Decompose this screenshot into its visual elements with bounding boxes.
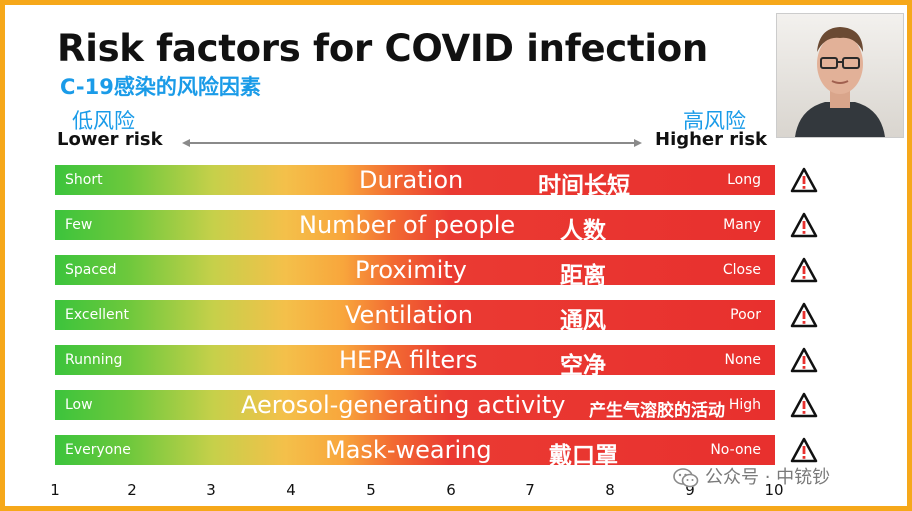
axis-tick: 3 <box>206 481 216 499</box>
axis-tick: 9 <box>685 481 695 499</box>
watermark: 公众号 · 中铳钞 <box>673 463 830 489</box>
risk-row-mask-wearing: Everyone Mask-wearing 戴口罩 No-one <box>55 435 775 469</box>
risk-row-aerosol-activity: Low Aerosol-generating activity 产生气溶胶的活动… <box>55 390 775 421</box>
warning-triangle-icon <box>790 437 818 463</box>
wechat-icon <box>673 468 699 488</box>
row-factor-label: Number of people <box>299 211 516 239</box>
slide-title: Risk factors for COVID infection <box>57 27 708 70</box>
row-high-label: High <box>728 397 761 413</box>
row-factor-cn-label: 时间长短 <box>538 173 630 199</box>
row-low-label: Excellent <box>65 307 129 323</box>
row-high-label: Long <box>727 172 761 188</box>
row-factor-cn-label: 通风 <box>560 308 606 334</box>
warning-triangle-icon <box>790 302 818 328</box>
risk-row-ventilation: Excellent Ventilation 通风 Poor <box>55 300 775 334</box>
row-high-label: Close <box>722 262 761 278</box>
axis-tick: 4 <box>286 481 296 499</box>
axis-tick: 10 <box>764 481 784 499</box>
row-factor-cn-label: 产生气溶胶的活动 <box>589 401 725 421</box>
warning-triangle-icon <box>790 212 818 238</box>
axis-tick: 7 <box>525 481 535 499</box>
risk-scale-arrow <box>182 139 642 147</box>
lower-risk-label: Lower risk <box>57 129 163 150</box>
row-high-label: None <box>724 352 761 368</box>
risk-row-hepa-filters: Running HEPA filters 空净 None <box>55 345 775 379</box>
risk-row-proximity: Spaced Proximity 距离 Close <box>55 255 775 289</box>
axis-tick: 1 <box>50 481 60 499</box>
axis-tick: 5 <box>366 481 376 499</box>
slide-subtitle-cn: C-19感染的风险因素 <box>60 75 261 99</box>
row-factor-cn-label: 距离 <box>560 263 606 289</box>
higher-risk-label: Higher risk <box>655 129 768 150</box>
warning-triangle-icon <box>790 257 818 283</box>
presenter-video <box>776 13 904 138</box>
row-factor-label: Proximity <box>355 256 467 284</box>
axis-tick: 8 <box>605 481 615 499</box>
row-high-label: No-one <box>710 442 761 458</box>
warning-triangle-icon <box>790 392 818 418</box>
row-factor-cn-label: 人数 <box>560 218 606 244</box>
row-factor-label: HEPA filters <box>339 346 478 374</box>
row-factor-label: Mask-wearing <box>325 436 492 464</box>
row-factor-cn-label: 戴口罩 <box>549 443 618 469</box>
row-low-label: Low <box>65 397 93 413</box>
row-low-label: Few <box>65 217 93 233</box>
row-low-label: Everyone <box>65 442 131 458</box>
slide: Risk factors for COVID infection C-19感染的… <box>5 5 907 506</box>
row-high-label: Many <box>723 217 761 233</box>
higher-risk-cn-label: 高风险 <box>683 109 746 133</box>
row-low-label: Running <box>65 352 123 368</box>
risk-row-duration: Short Duration 时间长短 Long <box>55 165 775 199</box>
row-factor-label: Aerosol-generating activity <box>241 391 566 419</box>
risk-row-number-of-people: Few Number of people 人数 Many <box>55 210 775 244</box>
row-low-label: Short <box>65 172 103 188</box>
row-factor-label: Ventilation <box>345 301 473 329</box>
watermark-text: 公众号 · 中铳钞 <box>705 467 831 488</box>
axis-tick: 6 <box>446 481 456 499</box>
row-low-label: Spaced <box>65 262 117 278</box>
warning-triangle-icon <box>790 167 818 193</box>
row-factor-label: Duration <box>359 166 464 194</box>
row-factor-cn-label: 空净 <box>560 353 606 379</box>
warning-triangle-icon <box>790 347 818 373</box>
axis-tick: 2 <box>127 481 137 499</box>
lower-risk-cn-label: 低风险 <box>72 109 135 133</box>
row-high-label: Poor <box>730 307 761 323</box>
